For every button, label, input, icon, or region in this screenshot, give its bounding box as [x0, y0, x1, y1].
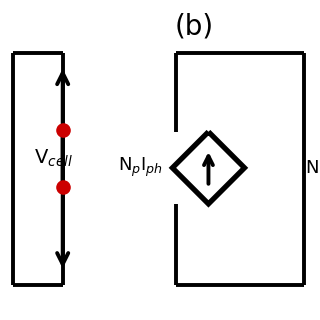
Text: N$_p$I$_{ph}$: N$_p$I$_{ph}$ — [118, 156, 163, 180]
Text: V$_{cell}$: V$_{cell}$ — [34, 148, 73, 169]
Point — [60, 184, 65, 189]
Text: (b): (b) — [175, 13, 214, 41]
Point — [60, 128, 65, 133]
Text: N: N — [306, 159, 319, 177]
